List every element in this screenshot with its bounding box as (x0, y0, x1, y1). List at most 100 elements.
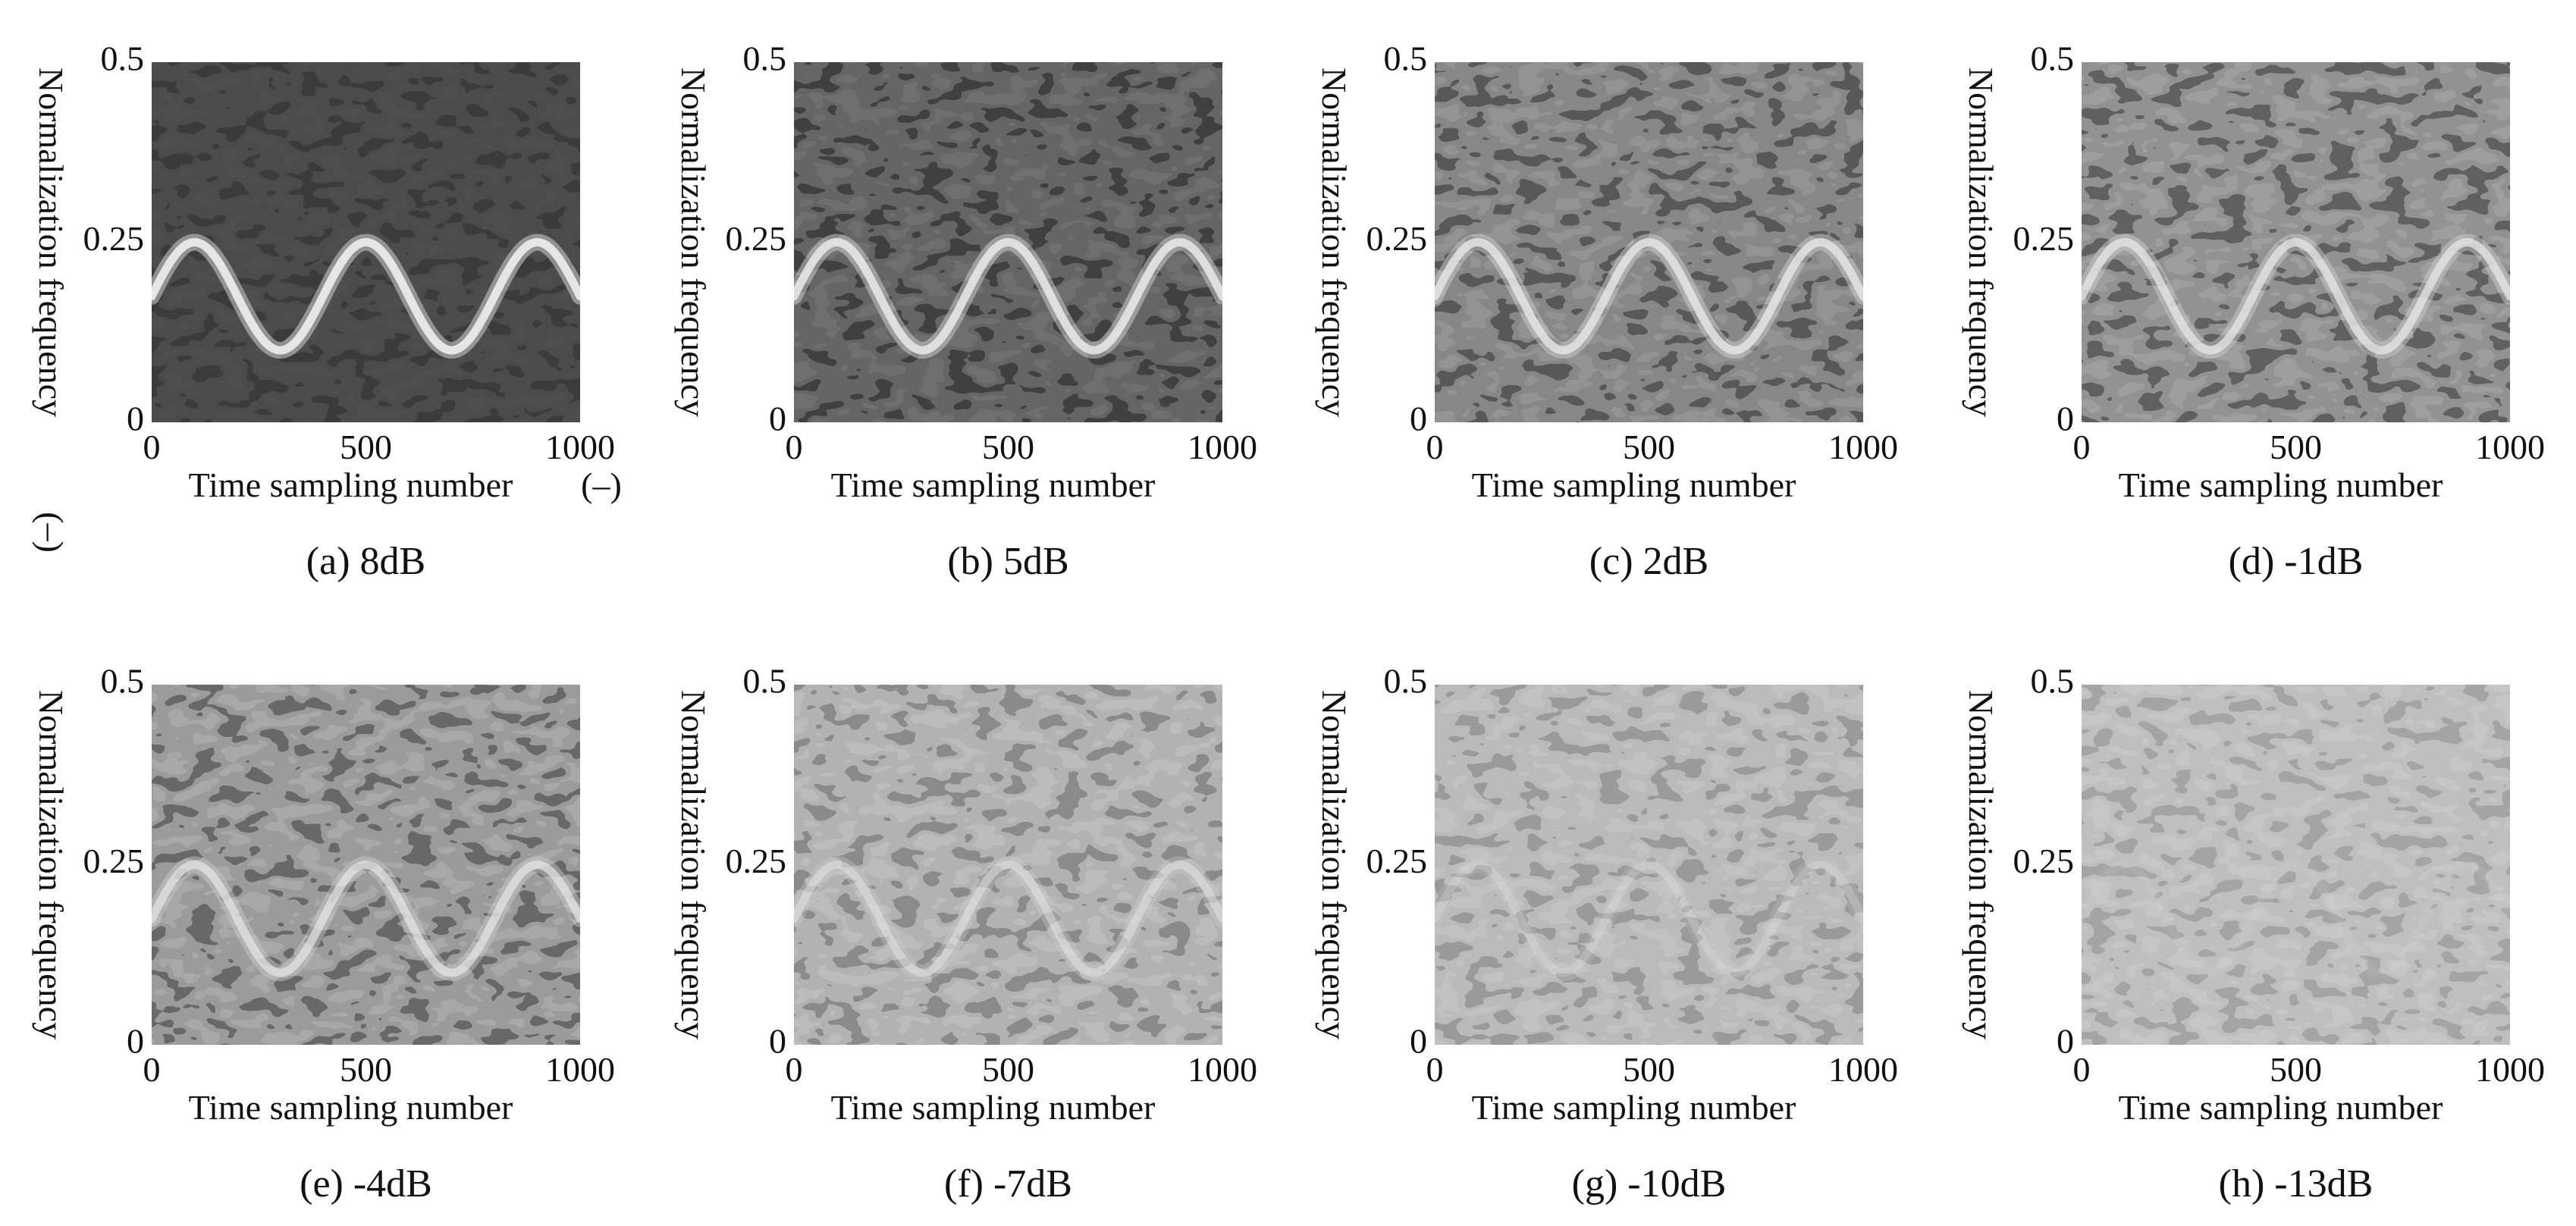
y-tick-label: 0.25 (2013, 219, 2075, 258)
y-axis-label: Normalization frequency (674, 67, 713, 417)
panel-caption: (d) -1dB (2229, 540, 2364, 583)
y-tick-label: 0.5 (743, 662, 787, 701)
x-tick-label: 1000 (2475, 428, 2545, 466)
y-tick-label: 0.5 (101, 662, 145, 701)
y-tick-label: 0.25 (83, 219, 145, 258)
panel-caption: (f) -7dB (944, 1162, 1072, 1206)
x-tick-label: 0 (2073, 1050, 2091, 1089)
panel-e: 0 0.25 0.5 0 500 1000 Time sampling number Norm… (32, 662, 615, 1206)
panel-d: 0 0.25 0.5 0 500 1000 Time sampling number Norm… (1962, 39, 2545, 583)
x-tick-label: 500 (2270, 1050, 2322, 1089)
x-tick-label: 0 (143, 428, 161, 466)
x-tick-label: 1000 (545, 1050, 615, 1089)
y-axis-label: Normalization frequency (32, 67, 71, 417)
x-axis-label: Time sampling number (1472, 1088, 1796, 1127)
y-tick-label: 0 (2057, 1022, 2074, 1061)
signal-trace (152, 856, 580, 982)
panel-caption: (a) 8dB (306, 540, 425, 583)
x-unit-label: (–) (581, 466, 622, 504)
panel-caption: (e) -4dB (300, 1162, 432, 1206)
signal-trace (1435, 234, 1863, 359)
x-tick-label: 500 (2270, 428, 2322, 466)
signal-line (2082, 860, 2510, 977)
y-tick-label: 0 (769, 1022, 786, 1061)
x-tick-label: 500 (340, 428, 392, 466)
panel-h: 0 0.25 0.5 0 500 1000 Time sampling number Norm… (1962, 662, 2545, 1206)
panel-b: 0 0.25 0.5 0 500 1000 Time sampling number Norm… (674, 39, 1257, 583)
x-axis-label: Time sampling number (189, 1088, 513, 1127)
signal-trace (1435, 856, 1863, 982)
y-tick-label: 0.25 (2013, 842, 2075, 880)
y-tick-label: 0.25 (83, 842, 145, 880)
x-tick-label: 1000 (1188, 1050, 1257, 1089)
y-tick-label: 0.5 (743, 39, 787, 78)
signal-line (1435, 860, 1863, 977)
signal-line (794, 237, 1222, 355)
x-axis-label: Time sampling number (189, 466, 513, 504)
signal-trace (152, 234, 580, 359)
panel-a: 0 0.25 0.5 0 500 1000 Time sampling number Norm… (32, 39, 622, 583)
y-tick-label: 0 (127, 400, 144, 438)
signal-line (2082, 237, 2510, 355)
y-tick-label: 0.25 (726, 842, 787, 880)
x-tick-label: 500 (1623, 1050, 1675, 1089)
panel-f: 0 0.25 0.5 0 500 1000 Time sampling number Norm… (674, 662, 1257, 1206)
panel-caption: (g) -10dB (1572, 1162, 1727, 1206)
y-tick-label: 0.5 (101, 39, 145, 78)
y-tick-label: 0 (1410, 400, 1427, 438)
x-tick-label: 500 (982, 428, 1034, 466)
y-tick-label: 0 (127, 1022, 144, 1061)
signal-trace (794, 856, 1222, 982)
panel-c: 0 0.25 0.5 0 500 1000 Time sampling number Norm… (1315, 39, 1898, 583)
signal-line (1435, 237, 1863, 355)
y-tick-label: 0 (2057, 400, 2074, 438)
x-tick-label: 0 (1426, 1050, 1444, 1089)
y-axis-label: Normalization frequency (1962, 67, 2000, 417)
y-tick-label: 0.5 (1384, 662, 1428, 701)
y-unit-label: (–) (32, 512, 71, 553)
x-tick-label: 500 (1623, 428, 1675, 466)
signal-line (794, 860, 1222, 977)
panel-caption: (c) 2dB (1589, 540, 1708, 583)
x-tick-label: 1000 (545, 428, 615, 466)
y-axis-label: Normalization frequency (1315, 67, 1354, 417)
noise-texture (1435, 685, 1863, 1045)
x-tick-label: 0 (1426, 428, 1444, 466)
y-tick-label: 0.25 (1366, 219, 1428, 258)
signal-glow (1435, 856, 1863, 982)
signal-trace (2082, 856, 2510, 982)
x-axis-label: Time sampling number (1472, 466, 1796, 504)
panel-g: 0 0.25 0.5 0 500 1000 Time sampling number Norm… (1315, 662, 1898, 1206)
x-axis-label: Time sampling number (2119, 1088, 2443, 1127)
signal-line (152, 860, 580, 977)
signal-glow (2082, 856, 2510, 982)
signal-trace (794, 234, 1222, 359)
y-axis-label: Normalization frequency (1962, 690, 2000, 1039)
y-axis-label: Normalization frequency (32, 690, 71, 1039)
signal-trace (2082, 234, 2510, 359)
y-tick-label: 0 (1410, 1022, 1427, 1061)
y-tick-label: 0.25 (1366, 842, 1428, 880)
y-tick-label: 0.5 (2031, 39, 2075, 78)
x-axis-label: Time sampling number (831, 1088, 1156, 1127)
x-tick-label: 0 (2073, 428, 2091, 466)
x-tick-label: 500 (340, 1050, 392, 1089)
y-tick-label: 0.25 (726, 219, 787, 258)
x-axis-label: Time sampling number (2119, 466, 2443, 504)
x-tick-label: 0 (786, 428, 803, 466)
x-tick-label: 500 (982, 1050, 1034, 1089)
x-tick-label: 0 (143, 1050, 161, 1089)
x-tick-label: 1000 (1828, 1050, 1898, 1089)
signal-line (152, 237, 580, 355)
y-tick-label: 0.5 (2031, 662, 2075, 701)
x-axis-label: Time sampling number (831, 466, 1156, 504)
y-tick-label: 0.5 (1384, 39, 1428, 78)
x-tick-label: 1000 (1828, 428, 1898, 466)
y-axis-label: Normalization frequency (1315, 690, 1354, 1039)
x-tick-label: 1000 (2475, 1050, 2545, 1089)
y-axis-label: Normalization frequency (674, 690, 713, 1039)
panel-caption: (b) 5dB (947, 540, 1068, 583)
x-tick-label: 1000 (1188, 428, 1257, 466)
panel-caption: (h) -13dB (2219, 1162, 2374, 1206)
